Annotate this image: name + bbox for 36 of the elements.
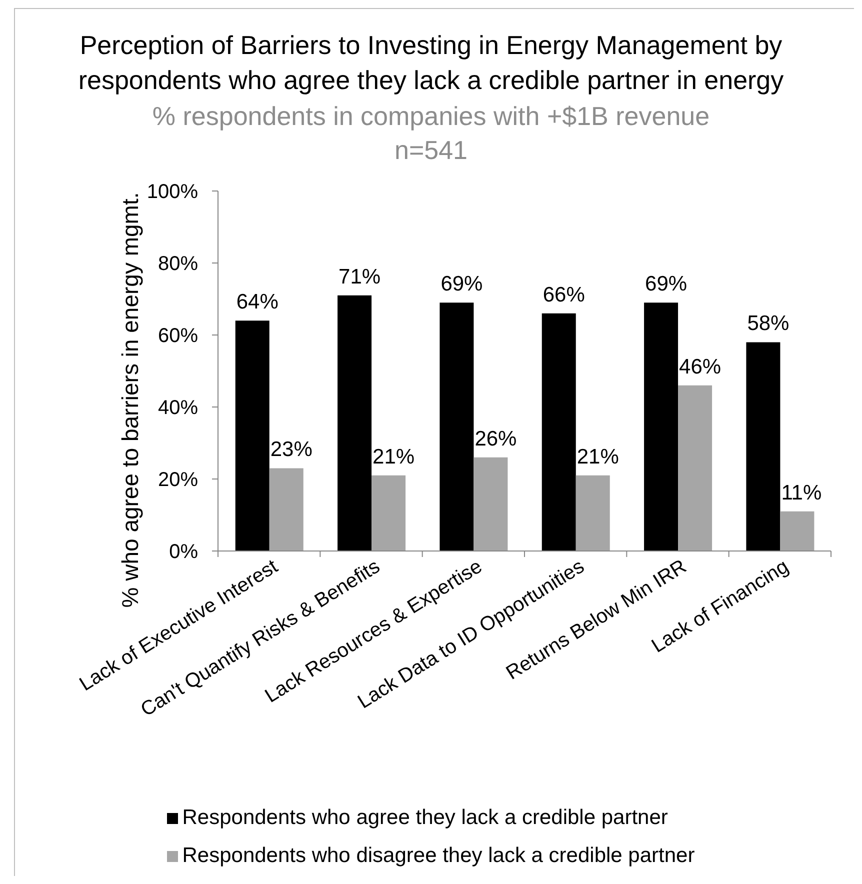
y-tick-label: 0% xyxy=(169,541,198,564)
y-tick-label: 40% xyxy=(158,397,198,420)
text: n=541 xyxy=(393,134,469,167)
bar xyxy=(235,320,270,551)
data-label: 21% xyxy=(576,445,619,468)
data-label: 69% xyxy=(645,272,688,296)
chart-title: Perception of Barriers to Investing in Energy Management by respondents who agree they lack a credible partner in energy xyxy=(77,29,785,97)
data-label: 26% xyxy=(474,427,517,450)
data-label: 66% xyxy=(542,283,585,306)
y-tick-label: 60% xyxy=(158,325,198,348)
bar xyxy=(576,475,610,551)
data-label: 11% xyxy=(781,481,822,504)
data-label: 46% xyxy=(679,355,722,378)
bar xyxy=(644,302,678,551)
bar xyxy=(372,475,406,551)
y-axis-title: % who agree to barriers in energy mgmt. xyxy=(117,192,143,608)
bar xyxy=(746,342,780,551)
data-label: 64% xyxy=(236,290,278,314)
legend-label: Respondents who disagree they lack a credible partner xyxy=(182,844,695,868)
data-label: 21% xyxy=(372,445,415,468)
bar xyxy=(269,468,304,551)
data-label: 23% xyxy=(270,438,312,462)
bar xyxy=(338,295,372,551)
data-label: 69% xyxy=(440,272,483,296)
data-label: 71% xyxy=(338,265,381,288)
bar xyxy=(780,511,814,551)
bar xyxy=(440,302,474,551)
y-tick-label: 80% xyxy=(158,253,198,276)
bar xyxy=(678,385,712,551)
y-tick-label: 20% xyxy=(158,469,198,492)
legend-label: Respondents who agree they lack a credible partner xyxy=(182,806,668,830)
y-tick-label: 100% xyxy=(146,181,198,204)
chart-subtitle: % respondents in companies with +$1B revenue xyxy=(151,100,711,133)
data-label: 58% xyxy=(747,312,790,336)
bar xyxy=(542,313,576,551)
bar xyxy=(474,457,508,551)
